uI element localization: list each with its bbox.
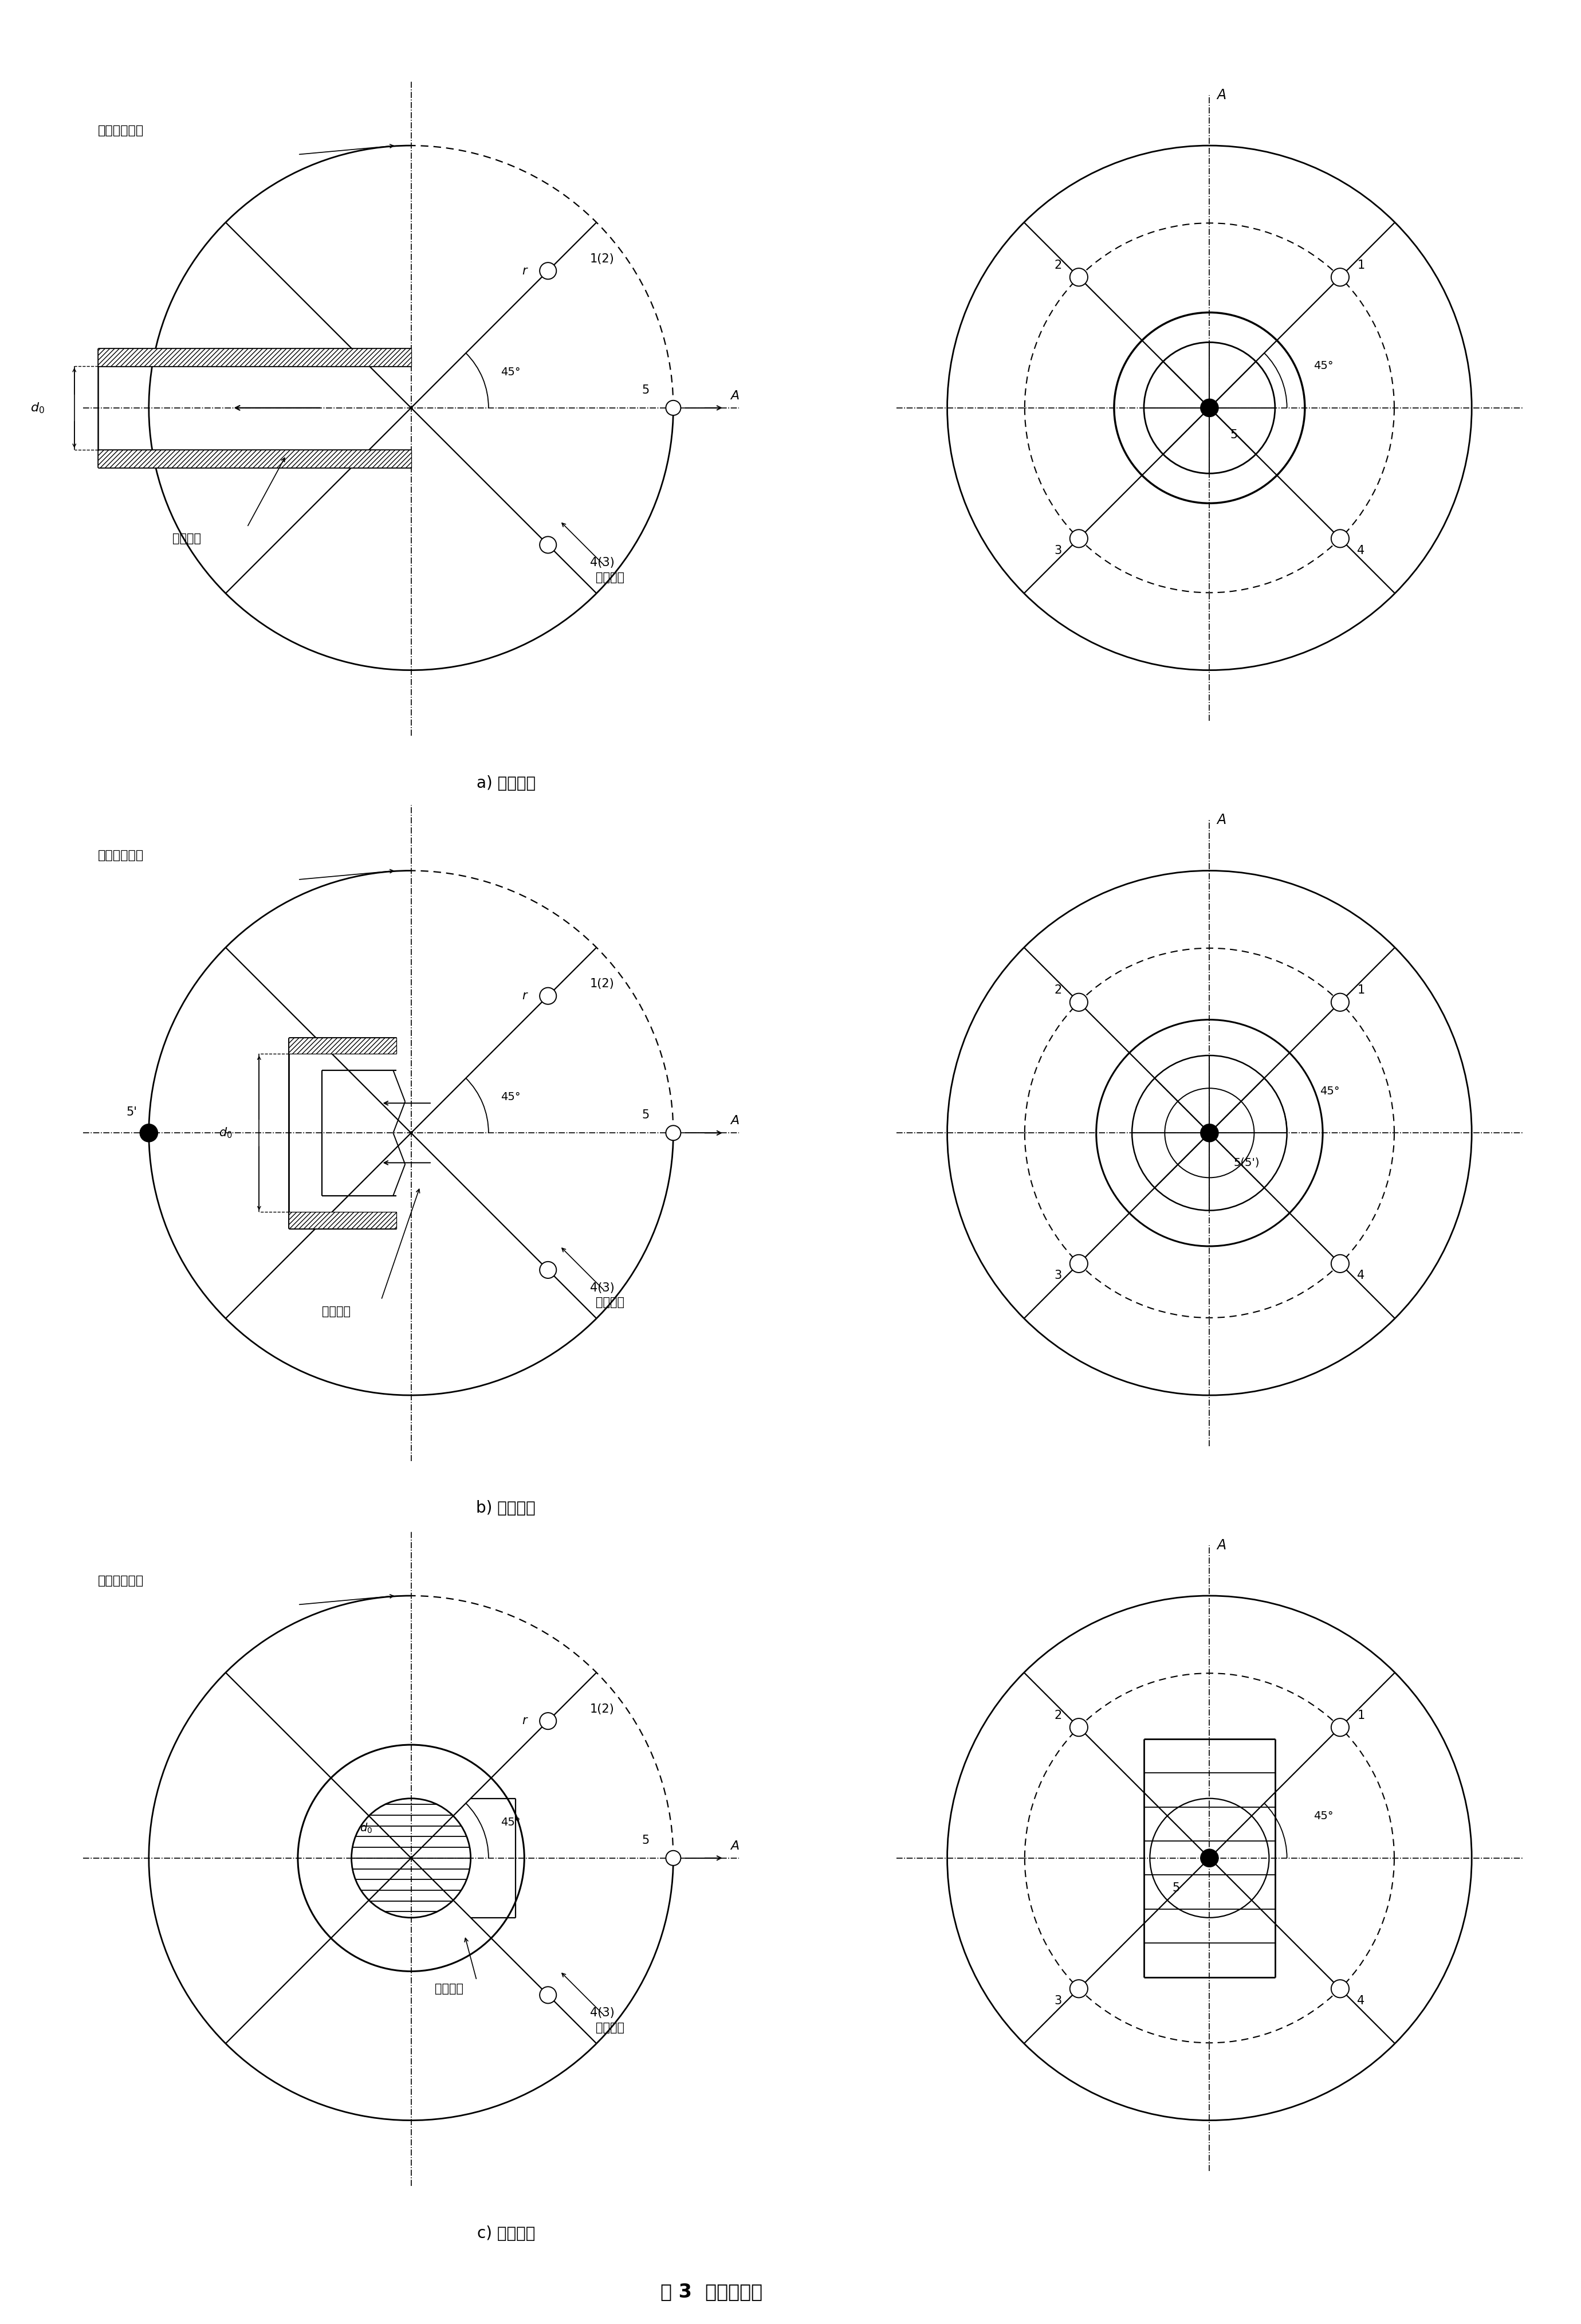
- Text: r: r: [522, 990, 526, 1002]
- Text: 3: 3: [1055, 1994, 1062, 2006]
- Circle shape: [1331, 1980, 1349, 1999]
- Text: 5: 5: [642, 1834, 650, 1845]
- Text: 1(2): 1(2): [590, 253, 615, 265]
- Bar: [98, 349, 411, 367]
- Circle shape: [139, 1125, 158, 1141]
- Text: 1: 1: [1356, 985, 1364, 997]
- Circle shape: [666, 400, 681, 416]
- Text: 球形测量表面: 球形测量表面: [98, 851, 144, 862]
- Text: 45°: 45°: [501, 367, 520, 376]
- Circle shape: [539, 1262, 557, 1278]
- Text: 45°: 45°: [1314, 1810, 1334, 1822]
- Text: $A$: $A$: [730, 390, 740, 402]
- Text: $A$: $A$: [730, 1841, 740, 1852]
- Text: r: r: [522, 265, 526, 277]
- Text: $A$: $A$: [1216, 813, 1227, 827]
- Circle shape: [666, 1125, 681, 1141]
- Text: 测量平面: 测量平面: [596, 572, 624, 583]
- Text: c) 局部进气: c) 局部进气: [477, 2226, 534, 2240]
- Bar: [98, 449, 411, 467]
- Text: 5: 5: [642, 1109, 650, 1120]
- Text: 测量平面: 测量平面: [596, 1297, 624, 1308]
- Text: $d_0$: $d_0$: [30, 402, 44, 414]
- Text: 1: 1: [1356, 260, 1364, 272]
- Text: 4(3): 4(3): [590, 2008, 615, 2020]
- Circle shape: [1200, 1125, 1219, 1141]
- Text: 5: 5: [642, 383, 650, 395]
- Circle shape: [539, 537, 557, 553]
- Circle shape: [1070, 530, 1088, 548]
- Text: 测量平面: 测量平面: [596, 2022, 624, 2034]
- Text: 2: 2: [1055, 985, 1062, 997]
- Text: 4(3): 4(3): [590, 1283, 615, 1294]
- Text: 球形测量表面: 球形测量表面: [98, 1576, 144, 1587]
- Circle shape: [1070, 1980, 1088, 1999]
- Circle shape: [539, 988, 557, 1004]
- Text: 3: 3: [1055, 544, 1062, 555]
- Bar: [289, 1037, 397, 1055]
- Text: 4: 4: [1356, 1269, 1364, 1281]
- Text: 4: 4: [1356, 1994, 1364, 2006]
- Circle shape: [1200, 1850, 1219, 1866]
- Circle shape: [539, 1987, 557, 2003]
- Circle shape: [1070, 992, 1088, 1011]
- Text: 2: 2: [1055, 260, 1062, 272]
- Text: 1(2): 1(2): [590, 1703, 615, 1715]
- Text: 气流方向: 气流方向: [435, 1982, 463, 1994]
- Text: 气流方向: 气流方向: [172, 532, 201, 544]
- Text: 球形测量表面: 球形测量表面: [98, 125, 144, 137]
- Text: 4: 4: [1356, 544, 1364, 555]
- Text: 气流方向: 气流方向: [321, 1306, 351, 1318]
- Circle shape: [1331, 530, 1349, 548]
- Text: $A$: $A$: [1216, 88, 1227, 102]
- Circle shape: [1331, 1717, 1349, 1736]
- Circle shape: [666, 1850, 681, 1866]
- Circle shape: [539, 263, 557, 279]
- Text: 45°: 45°: [1320, 1085, 1339, 1097]
- Text: 45°: 45°: [501, 1817, 520, 1827]
- Text: 5(5'): 5(5'): [1233, 1157, 1260, 1169]
- Text: $A$: $A$: [730, 1116, 740, 1127]
- Text: 图 3  传声器布置: 图 3 传声器布置: [661, 2282, 762, 2301]
- Text: 45°: 45°: [1314, 360, 1334, 372]
- Bar: [289, 1211, 397, 1229]
- Circle shape: [1331, 1255, 1349, 1274]
- Text: $d_0$: $d_0$: [359, 1822, 372, 1834]
- Text: 2: 2: [1055, 1710, 1062, 1722]
- Text: 45°: 45°: [501, 1092, 520, 1102]
- Text: 4(3): 4(3): [590, 558, 615, 569]
- Circle shape: [1331, 992, 1349, 1011]
- Text: 3: 3: [1055, 1269, 1062, 1281]
- Text: $A$: $A$: [1216, 1538, 1227, 1552]
- Text: b) 周向进气: b) 周向进气: [476, 1501, 536, 1515]
- Circle shape: [1200, 400, 1219, 416]
- Text: 5': 5': [126, 1106, 138, 1118]
- Text: $d_0$: $d_0$: [218, 1127, 232, 1139]
- Circle shape: [1070, 267, 1088, 286]
- Text: 1: 1: [1356, 1710, 1364, 1722]
- Circle shape: [1331, 267, 1349, 286]
- Circle shape: [539, 1713, 557, 1729]
- Text: 5: 5: [1230, 430, 1238, 442]
- Text: r: r: [522, 1715, 526, 1727]
- Text: 5: 5: [1172, 1882, 1179, 1894]
- Text: 1(2): 1(2): [590, 978, 615, 990]
- Text: a) 管式进气: a) 管式进气: [476, 776, 536, 790]
- Circle shape: [1070, 1717, 1088, 1736]
- Circle shape: [1070, 1255, 1088, 1274]
